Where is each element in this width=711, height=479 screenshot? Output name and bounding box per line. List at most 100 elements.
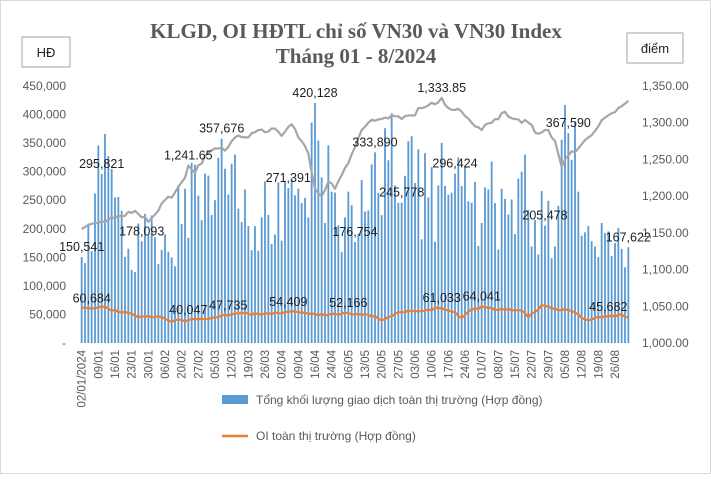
- legend-label-oi: OI toàn thị trường (Hợp đồng): [256, 429, 416, 443]
- right-axis-tick-label: 1,100.00: [642, 263, 689, 277]
- volume-bar: [524, 154, 526, 343]
- data-label: 40,047: [169, 303, 207, 317]
- right-axis-unit-box: [626, 32, 684, 64]
- volume-bar: [107, 156, 110, 343]
- data-label: 295,821: [79, 157, 124, 171]
- volume-bar: [474, 181, 476, 343]
- volume-bar: [517, 178, 520, 343]
- x-axis-tick-label: 05/03: [210, 350, 222, 379]
- volume-bar: [264, 181, 266, 343]
- volume-bar: [137, 223, 140, 343]
- volume-bar: [320, 177, 323, 343]
- left-axis-tick-label: 350,000: [23, 136, 67, 150]
- data-label: 61,033: [423, 291, 461, 305]
- x-axis-tick-label: 12/03: [227, 350, 239, 379]
- x-axis-tick-label: 20/05: [377, 350, 389, 379]
- right-axis-tick-label: 1,200.00: [642, 189, 689, 203]
- left-axis-tick-label: 300,000: [23, 165, 67, 179]
- volume-bar: [534, 220, 536, 343]
- volume-bar: [267, 214, 270, 343]
- data-label: 333,890: [352, 135, 397, 149]
- volume-bar: [94, 193, 96, 343]
- volume-bar: [374, 152, 376, 343]
- legend-label-volume: Tổng khối lượng giao dịch toàn thị trườn…: [256, 393, 543, 407]
- volume-bar: [357, 233, 360, 343]
- volume-bar: [224, 168, 226, 343]
- volume-bar: [394, 185, 396, 343]
- volume-bar: [567, 133, 570, 343]
- volume-bar: [330, 191, 333, 343]
- volume-bars: [80, 103, 630, 344]
- volume-bar: [110, 168, 113, 343]
- volume-bar: [454, 173, 456, 343]
- volume-bar: [347, 191, 350, 343]
- volume-bar: [277, 182, 280, 343]
- volume-bar: [287, 188, 290, 343]
- x-axis-tick-label: 20/02: [177, 350, 189, 379]
- data-label: 178,093: [119, 224, 164, 238]
- volume-bar: [384, 128, 386, 343]
- volume-bar: [280, 240, 283, 343]
- volume-bar: [237, 208, 240, 343]
- volume-bar: [327, 145, 330, 343]
- volume-bar: [297, 188, 300, 343]
- left-axis-tick-label: 100,000: [23, 279, 67, 293]
- x-axis-tick-label: 12/08: [577, 350, 589, 379]
- volume-bar: [544, 225, 546, 343]
- volume-bar: [340, 252, 343, 343]
- x-axis-tick-label: 03/06: [410, 350, 422, 379]
- left-axis-tick-label: 450,000: [23, 79, 67, 93]
- volume-bar: [100, 174, 103, 343]
- data-label: 245,778: [379, 186, 424, 200]
- volume-bar: [350, 205, 353, 343]
- x-axis-tick-label: 09/01: [93, 350, 105, 379]
- volume-bar: [170, 257, 173, 343]
- volume-bar: [450, 192, 453, 343]
- volume-bar: [417, 149, 420, 343]
- volume-bar: [194, 164, 196, 343]
- right-axis-tick-label: 1,300.00: [642, 116, 689, 130]
- volume-bar: [407, 141, 410, 343]
- left-axis-tick-label: -: [62, 336, 66, 350]
- volume-bar: [104, 133, 106, 343]
- volume-bar: [160, 249, 163, 343]
- volume-bar: [240, 222, 243, 343]
- volume-bar: [187, 237, 190, 343]
- right-axis-tick-label: 1,350.00: [642, 79, 689, 93]
- volume-bar: [460, 186, 463, 343]
- data-label: 205,478: [522, 209, 567, 223]
- volume-bar: [84, 263, 86, 343]
- x-axis-tick-label: 24/06: [460, 350, 472, 379]
- volume-bar: [587, 225, 590, 343]
- volume-bar: [410, 136, 413, 343]
- volume-bar: [364, 211, 366, 343]
- right-axis-ticks: 1,000.00 1,050.00 1,100.00 1,150.00 1,200.00…: [642, 79, 689, 350]
- left-axis-ticks: - 50,000 100,000 150,000 200,000 250,000 300,0…: [23, 79, 67, 350]
- volume-bar: [467, 201, 470, 343]
- volume-bar: [457, 157, 460, 343]
- volume-bar: [420, 239, 423, 343]
- oi-line: [81, 303, 629, 323]
- volume-bar: [494, 203, 496, 343]
- x-axis-tick-label: 30/01: [143, 350, 155, 379]
- volume-bar: [404, 175, 406, 343]
- volume-bar: [80, 257, 83, 343]
- volume-bar: [480, 223, 483, 343]
- x-axis-tick-label: 26/03: [260, 350, 272, 379]
- x-axis-tick-label: 08/07: [493, 350, 505, 379]
- volume-bar: [560, 139, 563, 343]
- volume-bar: [487, 189, 490, 343]
- data-label: 54,409: [269, 295, 307, 309]
- x-axis-tick-label: 22/07: [527, 350, 539, 379]
- oi-line-group: [81, 303, 629, 323]
- data-label: 64,041: [463, 289, 501, 303]
- volume-bar: [520, 171, 523, 343]
- volume-bar: [164, 234, 166, 343]
- x-axis-tick-label: 06/02: [160, 350, 172, 379]
- volume-bar: [197, 195, 200, 343]
- chart-subtitle: Tháng 01 - 8/2024: [276, 44, 437, 68]
- left-axis-unit: HĐ: [37, 45, 56, 60]
- volume-bar: [370, 164, 373, 343]
- volume-bar: [620, 248, 623, 343]
- volume-bar: [490, 161, 493, 343]
